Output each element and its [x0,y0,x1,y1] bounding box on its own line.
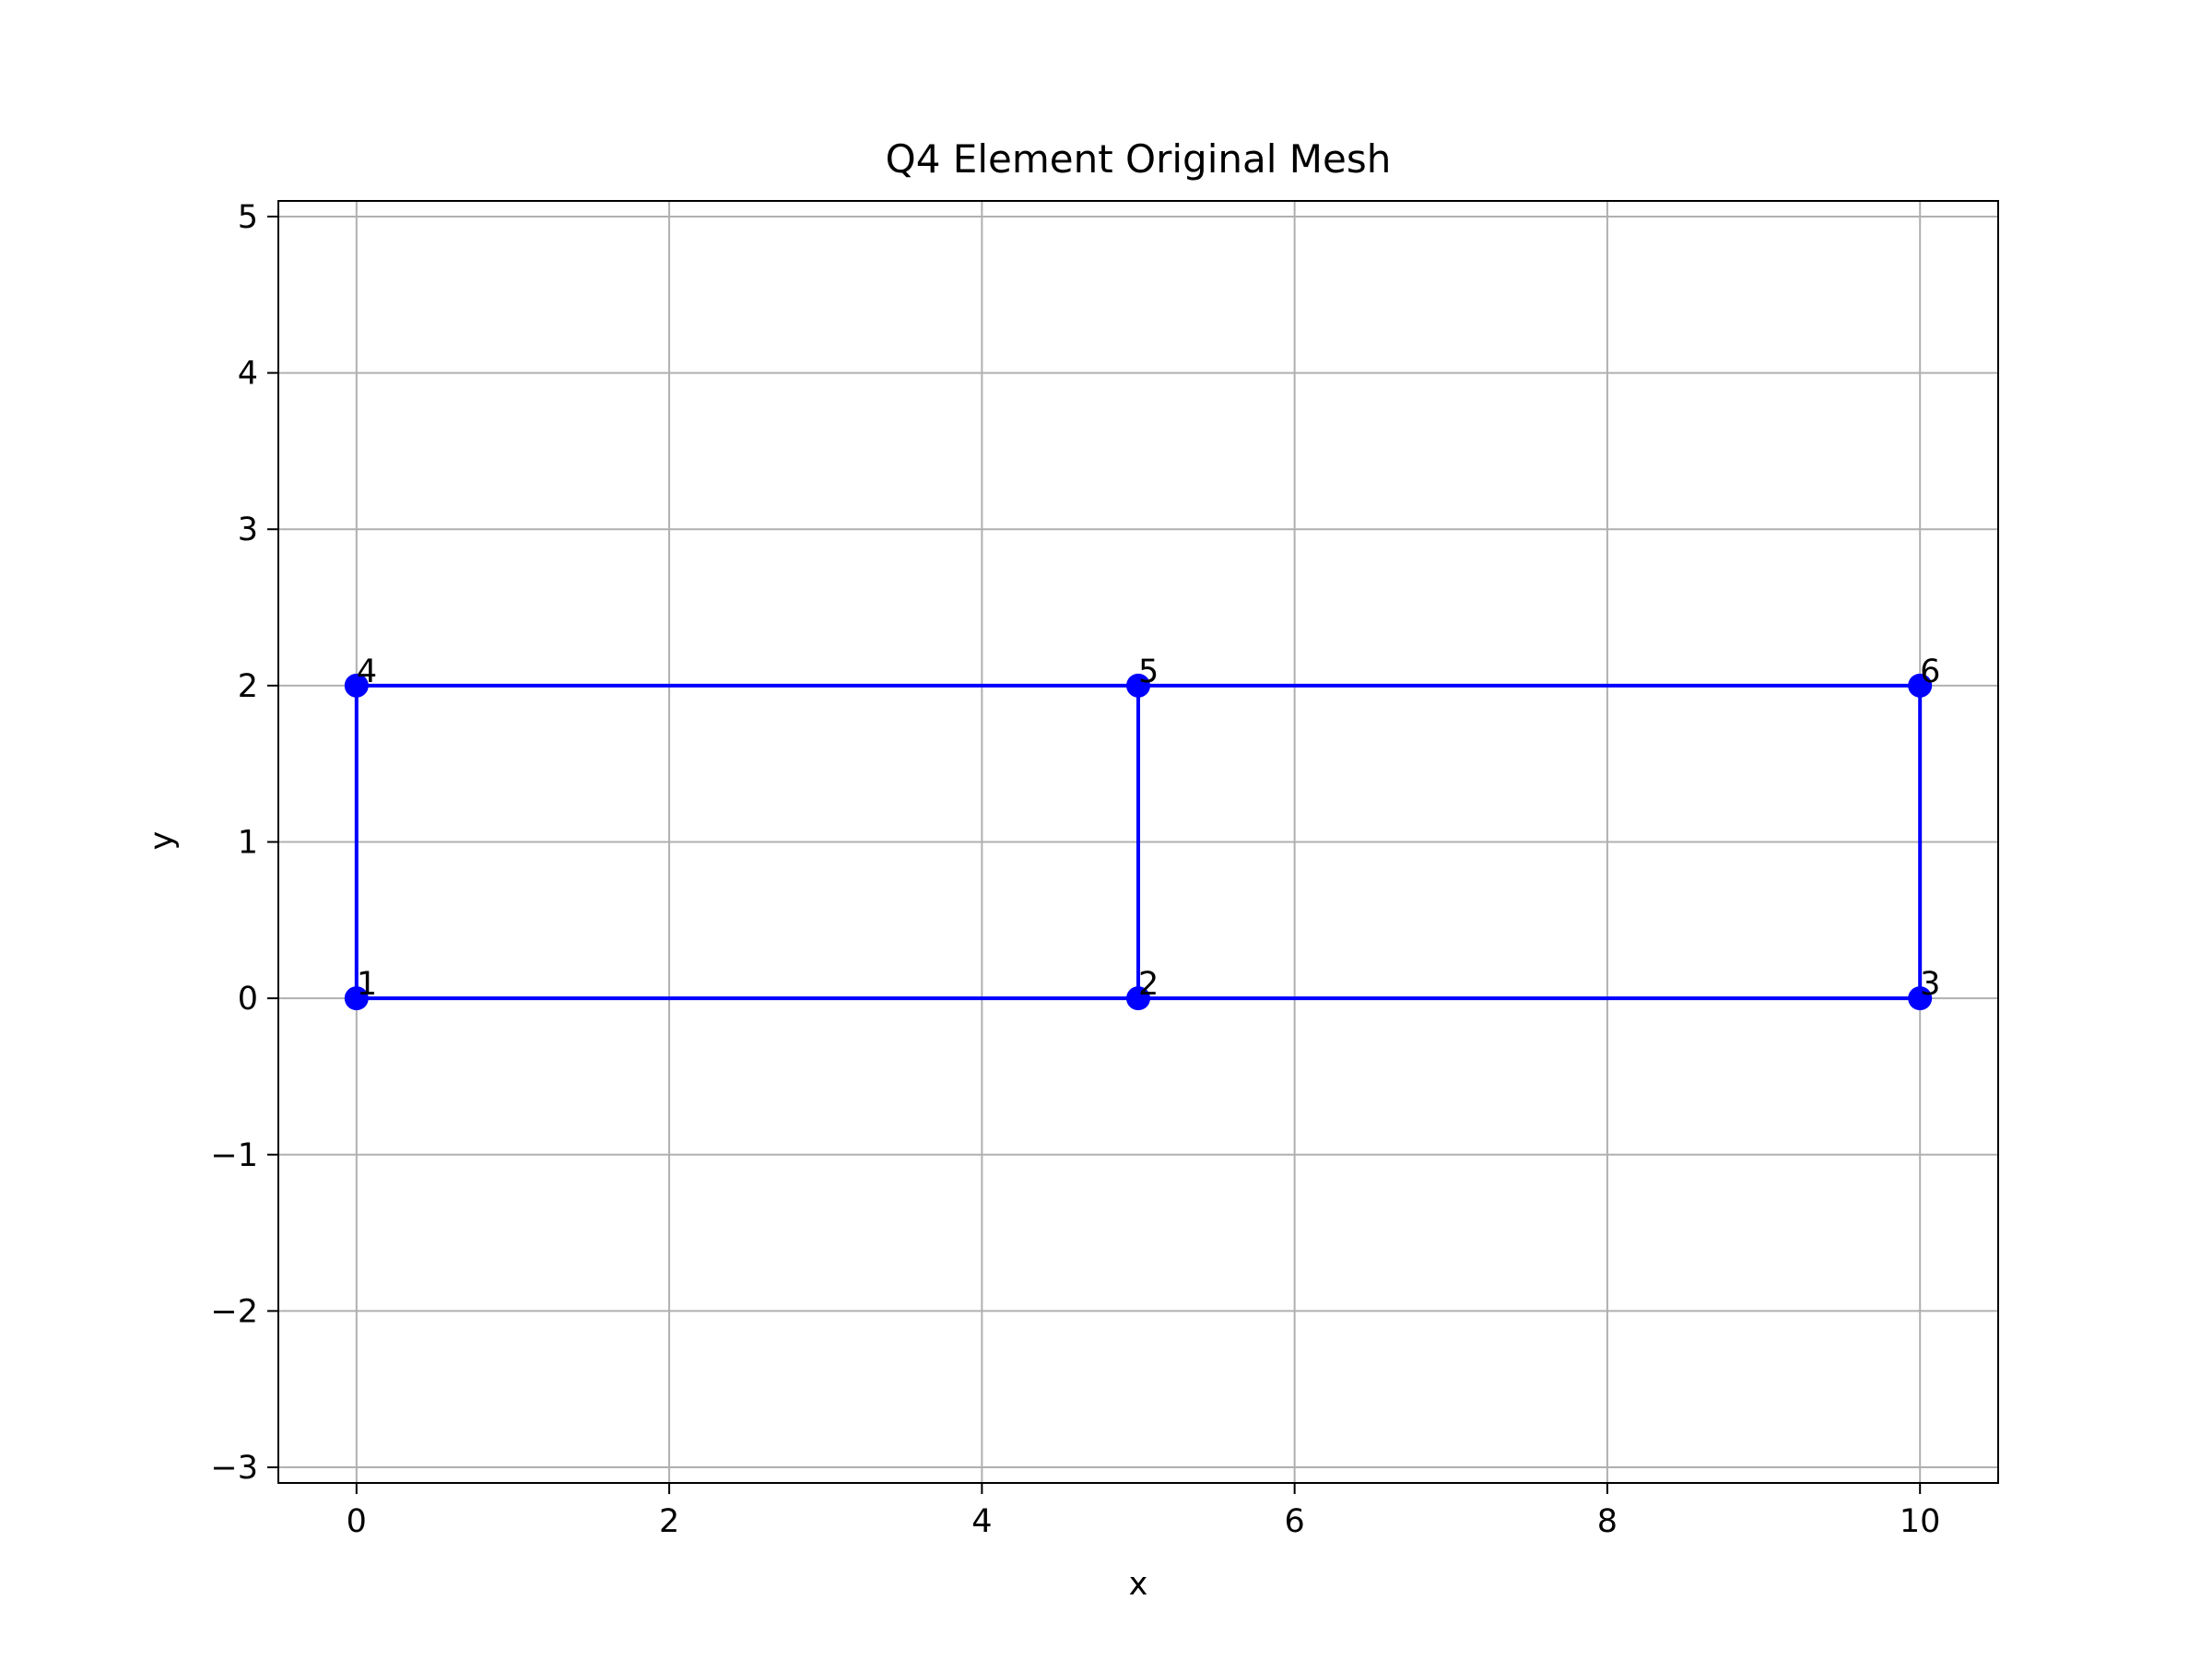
mesh-nodes: 1 2 3 4 5 6 [344,653,1940,1011]
y-tick-label: 5 [238,199,258,236]
node-marker [344,986,369,1011]
chart-title: Q4 Element Original Mesh [886,136,1392,182]
y-axis-label: y [144,831,181,851]
axis-ticks: 0 2 4 6 8 10 −3 −2 −1 0 1 2 3 4 5 [210,199,1940,1540]
y-tick-label: −3 [210,1450,258,1487]
node-marker [1908,986,1933,1011]
y-tick-label: 1 [238,825,258,862]
y-tick-label: 0 [238,981,258,1018]
y-tick-label: 4 [238,356,258,393]
x-axis-label: x [1129,1566,1148,1603]
y-tick-label: 2 [238,668,258,705]
x-tick-label: 8 [1597,1503,1618,1540]
node-label: 6 [1920,653,1940,690]
x-tick-label: 0 [347,1503,367,1540]
node-label: 1 [357,966,377,1003]
x-tick-label: 4 [971,1503,992,1540]
node-label: 4 [357,653,377,690]
node-marker [1126,986,1150,1011]
y-tick-label: 3 [238,512,258,548]
x-tick-label: 6 [1284,1503,1304,1540]
node-label: 5 [1138,653,1159,690]
y-tick-label: −1 [210,1137,258,1174]
node-marker [344,673,369,698]
node-marker [1908,673,1933,698]
node-label: 3 [1920,966,1940,1003]
x-tick-label: 10 [1900,1503,1941,1540]
node-marker [1126,673,1150,698]
node-label: 2 [1138,966,1159,1003]
y-tick-label: −2 [210,1293,258,1330]
x-tick-label: 2 [659,1503,679,1540]
